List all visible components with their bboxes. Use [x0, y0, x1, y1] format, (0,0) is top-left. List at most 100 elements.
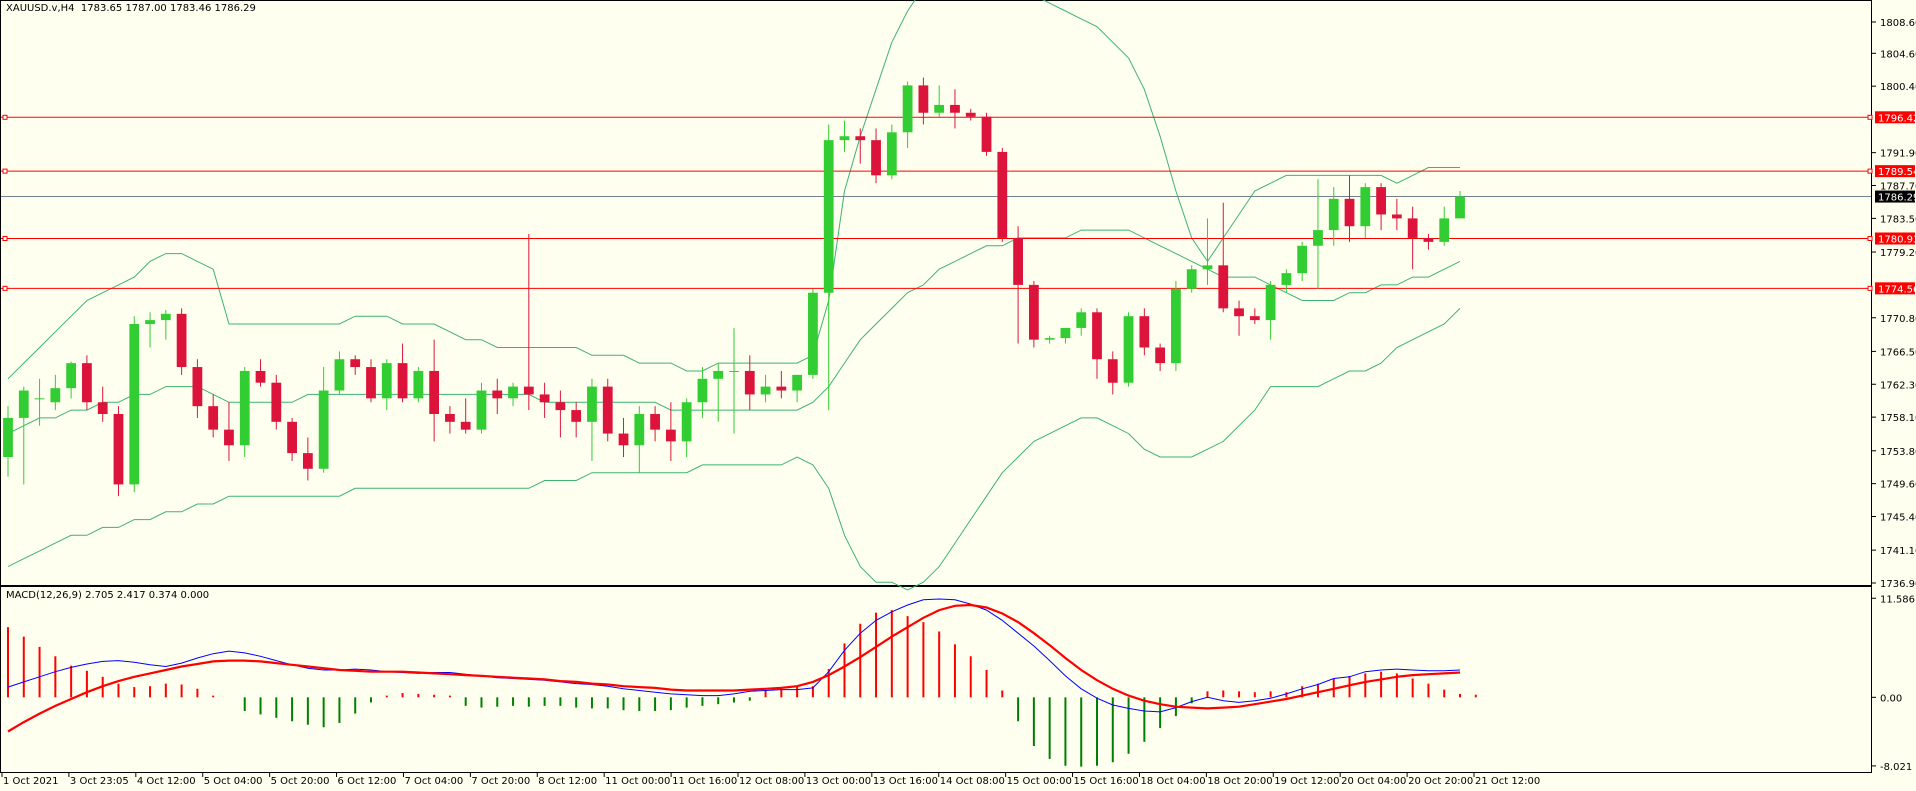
- candle-body: [1202, 265, 1213, 270]
- candle-body: [650, 413, 660, 430]
- candle-body: [744, 370, 755, 395]
- candle-body: [476, 390, 487, 430]
- time-axis-label: 13 Oct 00:00: [806, 776, 871, 787]
- time-axis-label: 6 Oct 12:00: [338, 776, 397, 787]
- level-handle: [1867, 285, 1873, 291]
- time-axis-label: 14 Oct 08:00: [940, 776, 1005, 787]
- time-axis-label: 19 Oct 12:00: [1274, 776, 1339, 787]
- candle-body: [1218, 265, 1229, 309]
- level-handle: [2, 235, 8, 241]
- candle-body: [1076, 312, 1087, 328]
- main-pane-frame: [0, 0, 1872, 586]
- time-axis-label: 7 Oct 04:00: [404, 776, 463, 787]
- symbol-label: XAUUSD.v,H4: [6, 3, 75, 14]
- candle-body: [839, 136, 850, 141]
- candle-body: [1376, 187, 1386, 215]
- time-axis-label: 15 Oct 00:00: [1007, 776, 1072, 787]
- candle-body: [1139, 316, 1150, 348]
- time-axis-label: 7 Oct 20:00: [471, 776, 530, 787]
- candle-body: [224, 429, 234, 446]
- time-axis-label: 5 Oct 04:00: [204, 776, 263, 787]
- candle-body: [381, 363, 392, 399]
- level-handle: [2, 114, 8, 120]
- candle-body: [508, 386, 518, 399]
- candle-body: [460, 421, 471, 430]
- level-price-label: 1774.56: [1878, 284, 1916, 295]
- candle-body: [808, 292, 818, 375]
- candle-body: [334, 359, 345, 391]
- price-axis-label: 1787.70: [1880, 182, 1916, 193]
- candle-body: [429, 370, 440, 414]
- candle-body: [1455, 196, 1465, 219]
- candle-body: [1391, 214, 1402, 219]
- candle-body: [113, 413, 124, 485]
- candle-body: [492, 390, 503, 399]
- level-price-label: 1789.54: [1878, 167, 1916, 178]
- time-axis-label: 8 Oct 12:00: [538, 776, 597, 787]
- candle-body: [318, 390, 329, 469]
- candle-body: [1407, 218, 1418, 238]
- candle-body: [871, 140, 881, 176]
- time-axis-label: 11 Oct 00:00: [605, 776, 670, 787]
- candle-body: [445, 413, 455, 422]
- candle-body: [255, 370, 266, 383]
- candle-body: [934, 104, 945, 113]
- current-price-label: 1786.29: [1878, 193, 1916, 204]
- price-axis-label: 1749.60: [1880, 480, 1916, 491]
- time-axis-label: 11 Oct 16:00: [672, 776, 737, 787]
- level-handle: [2, 285, 8, 291]
- level-handle: [1867, 235, 1873, 241]
- candle-body: [397, 363, 408, 399]
- level-handle: [1867, 114, 1873, 120]
- candle-body: [729, 370, 739, 372]
- candle-body: [1249, 316, 1260, 321]
- candle-body: [665, 429, 676, 442]
- candle-body: [1297, 245, 1308, 274]
- level-price-tag: [1875, 282, 1915, 295]
- price-axis-label: 1766.50: [1880, 347, 1916, 358]
- candle-body: [1092, 312, 1102, 360]
- candle-body: [3, 417, 13, 458]
- candle-body: [776, 386, 787, 391]
- bollinger-upper-band: [7, 0, 1460, 380]
- price-axis-label: 1758.10: [1880, 413, 1916, 424]
- price-axis-label: 1783.50: [1880, 214, 1916, 225]
- candle-body: [271, 382, 282, 422]
- candle-body: [239, 370, 250, 446]
- candle-body: [1281, 273, 1292, 285]
- candle-body: [997, 151, 1008, 238]
- candle-body: [302, 453, 313, 469]
- candle-body: [981, 116, 992, 152]
- ohlc-readout: 1783.65 1787.00 1783.46 1786.29: [80, 3, 256, 14]
- candle-body: [539, 394, 550, 403]
- candle-body: [66, 363, 77, 389]
- macd-line: [7, 598, 1461, 713]
- level-price-label: 1796.42: [1878, 113, 1916, 124]
- time-axis-label: 15 Oct 16:00: [1074, 776, 1139, 787]
- candle-body: [587, 386, 597, 422]
- candle-body: [713, 370, 724, 379]
- candle-body: [1044, 338, 1055, 340]
- candle-body: [160, 313, 171, 321]
- candle-body: [1423, 237, 1434, 242]
- time-axis-label: 12 Oct 08:00: [739, 776, 804, 787]
- candle-body: [792, 374, 803, 391]
- price-axis-label: 1745.40: [1880, 512, 1916, 523]
- level-price-tag: [1875, 232, 1915, 245]
- price-axis-label: 1741.10: [1880, 546, 1916, 557]
- candle-body: [1265, 284, 1276, 321]
- bollinger-lower-band: [7, 308, 1461, 591]
- price-axis-label: 1808.60: [1880, 18, 1916, 29]
- candle-body: [97, 402, 108, 414]
- macd-axis-label: -8.021: [1880, 762, 1912, 773]
- candle-body: [287, 421, 297, 454]
- level-handle: [1867, 168, 1873, 174]
- candle-body: [1439, 218, 1450, 242]
- time-axis-label: 20 Oct 04:00: [1341, 776, 1406, 787]
- candle-body: [886, 132, 897, 176]
- level-handle: [2, 168, 8, 174]
- candle-body: [50, 388, 61, 403]
- price-axis-label: 1800.40: [1880, 82, 1916, 93]
- candle-body: [1060, 327, 1071, 339]
